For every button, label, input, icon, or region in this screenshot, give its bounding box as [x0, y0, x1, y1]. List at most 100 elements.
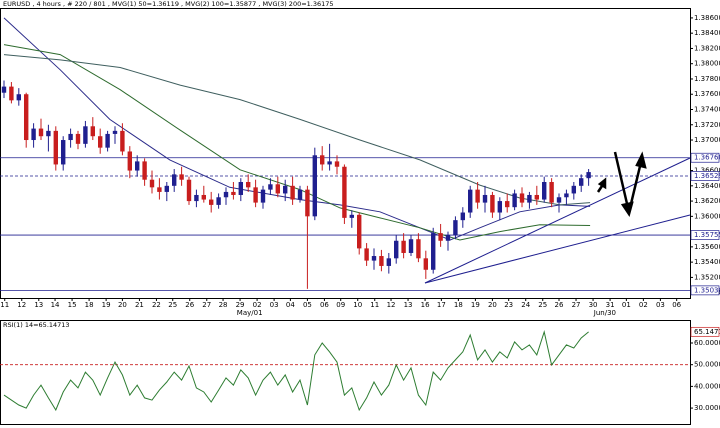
candle-body [90, 126, 95, 137]
candle-body [468, 189, 473, 213]
x-tick-label: 11 [370, 301, 379, 309]
x-tick-label: 06 [320, 301, 329, 309]
candle-body [571, 185, 577, 194]
candle-body [231, 191, 236, 195]
panel-title: EURUSD , 4 hours , # 220 / 801 , MVG(1) … [3, 0, 334, 8]
level-label: 1.35755 [694, 231, 720, 239]
trend-line [424, 214, 691, 284]
x-tick-label: 02 [253, 301, 262, 309]
x-tick-label: 26 [555, 301, 564, 309]
x-tick-label: 13 [404, 301, 413, 309]
candle-body [512, 193, 517, 208]
arrow-head [635, 151, 647, 169]
candle-body [105, 133, 110, 148]
y-tick-label: 1.38600 [694, 14, 720, 22]
x-date-label: May/01 [237, 309, 263, 317]
candle-body [216, 197, 221, 205]
candle-body [364, 248, 369, 261]
rsi-panel: RSI(1) 14=65.14713 60.00000 50.00000 40.000… [0, 321, 720, 412]
panel-title: RSI(1) 14=65.14713 [3, 321, 70, 329]
x-tick-label: 17 [437, 301, 446, 309]
x-tick-label: 03 [270, 301, 279, 309]
candle-body [16, 94, 21, 101]
x-tick-label: 24 [521, 301, 530, 309]
candle-body [386, 258, 392, 266]
candle-body [164, 185, 170, 192]
candle-body [120, 130, 125, 152]
candle-body [342, 166, 347, 218]
candle-body [394, 240, 399, 259]
arrow [613, 151, 630, 209]
x-tick-label: 14 [51, 301, 60, 309]
y-tick-label: 1.35400 [694, 258, 720, 266]
y-tick-label: 1.35600 [694, 243, 720, 251]
x-tick-label: 28 [219, 301, 228, 309]
candle-body [490, 194, 495, 213]
candle-body [68, 133, 73, 141]
candle-body [482, 194, 488, 203]
x-tick-label: 13 [34, 301, 43, 309]
x-tick-label: 12 [17, 301, 26, 309]
moving-average [3, 17, 591, 241]
candle-body [142, 161, 147, 180]
candle-body [157, 187, 162, 192]
candle-body [209, 199, 214, 205]
y-tick-label: 1.38400 [694, 29, 720, 37]
candle-body [379, 256, 384, 266]
y-tick-label: 1.35200 [694, 273, 720, 281]
y-tick-label: 40.00000 [694, 382, 720, 390]
candle-body [75, 133, 81, 144]
candle-body [112, 130, 118, 134]
x-tick-label: 20 [118, 301, 127, 309]
moving-average [3, 54, 591, 206]
x-tick-label: 20 [488, 301, 497, 309]
candle-body [497, 201, 503, 213]
x-tick-label: 18 [85, 301, 94, 309]
candle-body [201, 194, 207, 200]
y-tick-label: 1.38000 [694, 60, 720, 68]
level-label: 1.36529 [694, 172, 720, 180]
candle-body [423, 258, 429, 270]
candle-body [290, 185, 295, 200]
candle-body [371, 256, 377, 261]
candle-body [312, 155, 318, 217]
y-tick-label: 1.37400 [694, 106, 720, 114]
x-tick-label: 22 [152, 301, 161, 309]
candle-body [556, 197, 562, 203]
x-tick-label: 12 [387, 301, 396, 309]
candle-body [460, 212, 466, 221]
level-label-box [690, 285, 720, 296]
x-tick-label: 04 [286, 301, 295, 309]
candle-body [238, 182, 244, 195]
x-tick-label: 06 [672, 301, 681, 309]
candle-body [445, 235, 451, 241]
candle-body [149, 179, 155, 188]
x-tick-label: 23 [504, 301, 513, 309]
candle-body [431, 233, 436, 270]
price-panel-frame [0, 8, 691, 299]
candle-body [305, 189, 310, 217]
candle-body [586, 172, 591, 179]
y-tick-label: 1.36600 [694, 167, 720, 175]
candle-body [475, 189, 480, 203]
candle-body [60, 140, 66, 165]
candle-body [1, 86, 7, 93]
current-value-label: 65.14713 [694, 328, 720, 336]
x-tick-label: 25 [168, 301, 177, 309]
x-tick-label: 10 [353, 301, 362, 309]
trend-line [424, 157, 691, 284]
y-tick-label: 1.37200 [694, 121, 720, 129]
candle-body [260, 189, 266, 203]
candle-body [401, 240, 406, 253]
x-tick-label: 30 [589, 301, 598, 309]
current-value-box [690, 326, 720, 337]
candle-body [275, 184, 281, 194]
candle-body [349, 214, 355, 218]
arrows [596, 151, 647, 217]
candle-body [46, 130, 51, 137]
y-tick-label: 1.36400 [694, 182, 720, 190]
y-tick-label: 1.37800 [694, 75, 720, 83]
price-panel: EURUSD , 4 hours , # 220 / 801 , MVG(1) … [0, 0, 720, 317]
candle-body [519, 193, 525, 203]
